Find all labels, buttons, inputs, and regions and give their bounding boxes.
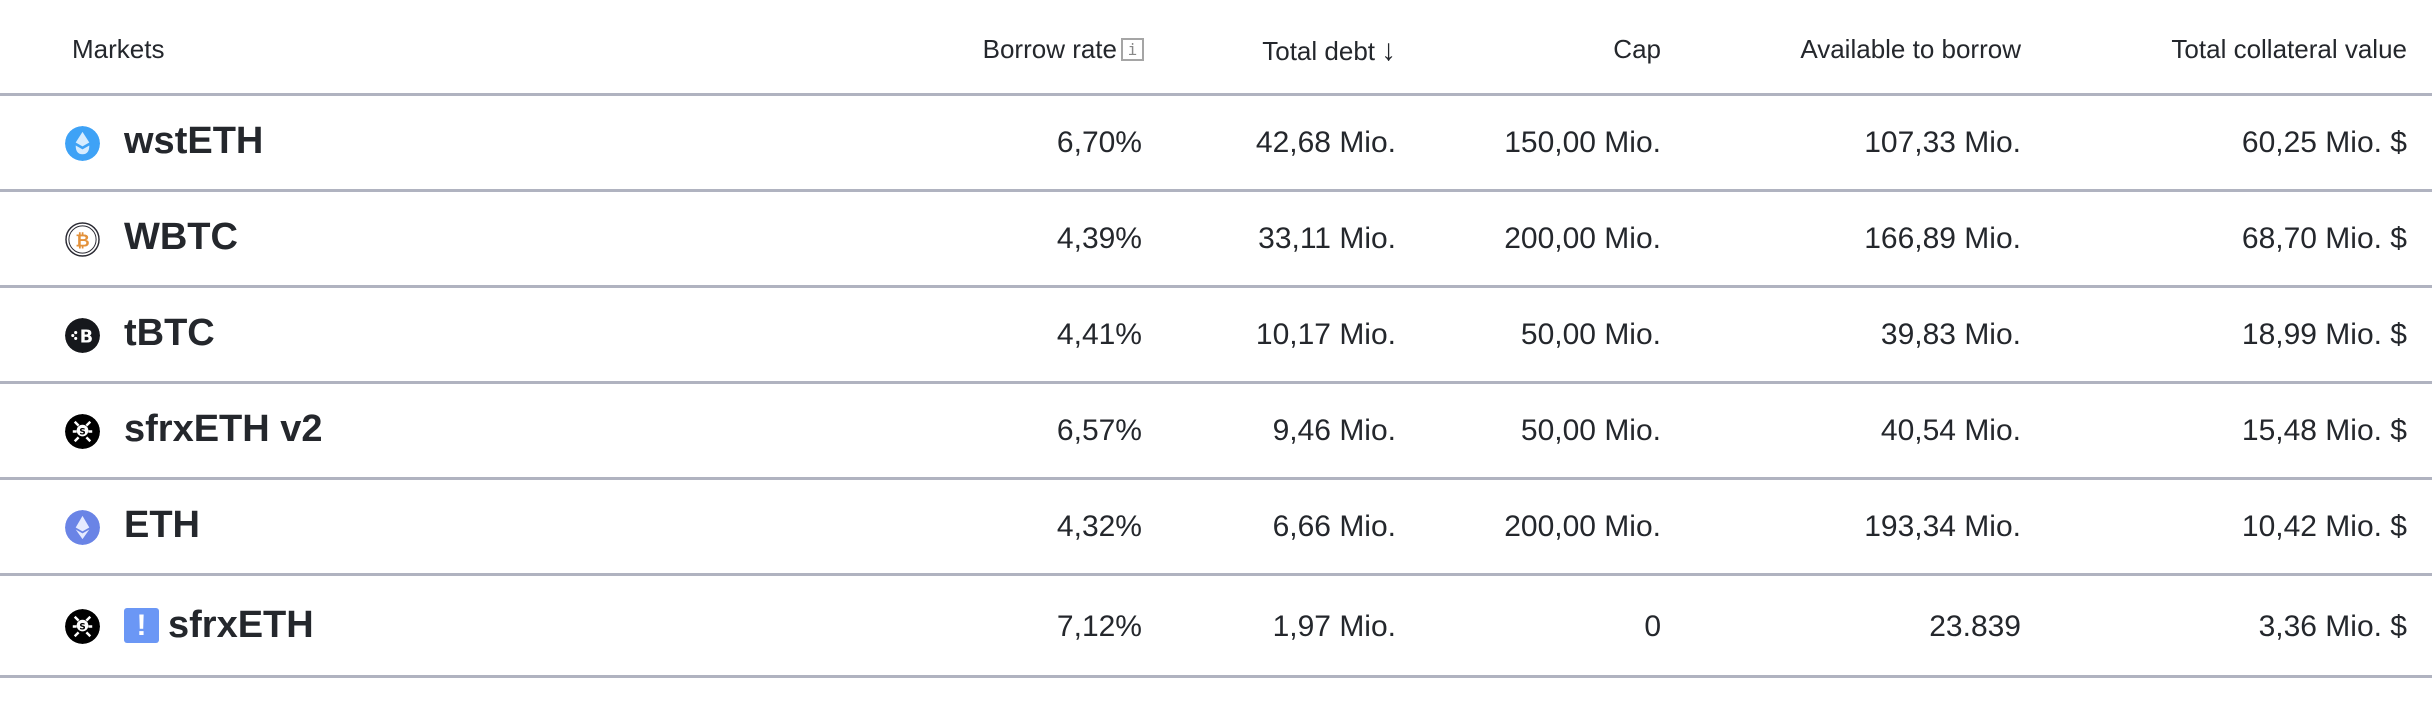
table-row[interactable]: B tBTC 4,41% 10,17 Mio. 50,00 Mio. 39,83… [0, 288, 2432, 384]
total-debt: 6,66 Mio. [1272, 510, 1396, 543]
borrow-rate: 6,70% [1056, 126, 1142, 159]
header-collateral[interactable]: Total collateral value [2171, 34, 2407, 65]
header-total-debt-label: Total debt [1262, 35, 1375, 66]
total-collateral-value: 10,42 Mio. $ [2241, 510, 2407, 543]
sfrxeth-icon: S [65, 414, 100, 449]
available-to-borrow: 23.839 [1929, 610, 2021, 643]
total-collateral-value: 18,99 Mio. $ [2241, 318, 2407, 351]
borrow-rate: 4,41% [1056, 318, 1142, 351]
header-borrow-rate-label: Borrow rate [982, 34, 1117, 64]
table-row[interactable]: S sfrxETH v2 6,57% 9,46 Mio. 50,00 Mio. … [0, 384, 2432, 480]
header-available[interactable]: Available to borrow [1800, 34, 2021, 65]
header-markets[interactable]: Markets [72, 34, 164, 65]
warning-icon[interactable]: ! [124, 608, 159, 643]
svg-text:₿: ₿ [75, 231, 89, 251]
available-to-borrow: 40,54 Mio. [1880, 414, 2021, 447]
market-name: wstETH [124, 120, 264, 162]
available-to-borrow: 107,33 Mio. [1864, 126, 2021, 159]
market-name: ETH [124, 504, 200, 546]
header-borrow-rate[interactable]: Borrow rate i [983, 34, 1144, 65]
svg-text:S: S [79, 622, 85, 632]
table-row[interactable]: wstETH 6,70% 42,68 Mio. 150,00 Mio. 107,… [0, 96, 2432, 192]
market-name: sfrxETH v2 [124, 408, 323, 450]
borrow-rate: 4,39% [1056, 222, 1142, 255]
sort-down-arrow-icon: ↓ [1381, 34, 1396, 67]
available-to-borrow: 193,34 Mio. [1864, 510, 2021, 543]
sfrxeth-icon: S [65, 609, 100, 644]
svg-text:S: S [79, 427, 85, 437]
total-collateral-value: 68,70 Mio. $ [2241, 222, 2407, 255]
cap: 150,00 Mio. [1504, 126, 1661, 159]
table-row[interactable]: S ! sfrxETH 7,12% 1,97 Mio. 0 23.839 3,36… [0, 576, 2432, 678]
total-debt: 33,11 Mio. [1258, 222, 1396, 255]
available-to-borrow: 166,89 Mio. [1864, 222, 2021, 255]
available-to-borrow: 39,83 Mio. [1880, 318, 2021, 351]
borrow-rate: 4,32% [1056, 510, 1142, 543]
cap: 200,00 Mio. [1504, 222, 1661, 255]
svg-text:B: B [80, 327, 93, 347]
market-name: WBTC [124, 216, 238, 258]
tbtc-icon: B [65, 318, 100, 353]
market-name: tBTC [124, 312, 215, 354]
total-debt: 1,97 Mio. [1272, 610, 1396, 643]
borrow-rate: 7,12% [1056, 610, 1142, 643]
total-collateral-value: 60,25 Mio. $ [2241, 126, 2407, 159]
cap: 50,00 Mio. [1520, 318, 1661, 351]
wbtc-icon: ₿ [65, 222, 100, 257]
cap: 0 [1644, 610, 1661, 643]
borrow-rate: 6,57% [1056, 414, 1142, 447]
total-debt: 42,68 Mio. [1255, 126, 1396, 159]
market-name: sfrxETH [168, 604, 314, 646]
table-row[interactable]: ₿ WBTC 4,39% 33,11 Mio. 200,00 Mio. 166,… [0, 192, 2432, 288]
eth-icon [65, 510, 100, 545]
header-collateral-label: Total collateral value [2171, 34, 2407, 64]
total-debt: 9,46 Mio. [1272, 414, 1396, 447]
header-total-debt[interactable]: Total debt ↓ [1262, 34, 1396, 68]
market-name-wrapper: ! sfrxETH [124, 604, 314, 647]
total-collateral-value: 3,36 Mio. $ [2258, 610, 2407, 643]
cap: 50,00 Mio. [1520, 414, 1661, 447]
header-cap[interactable]: Cap [1613, 34, 1661, 65]
table-header: Markets Borrow rate i Total debt ↓ Cap Ava… [0, 0, 2432, 96]
total-collateral-value: 15,48 Mio. $ [2241, 414, 2407, 447]
header-markets-label: Markets [72, 34, 165, 64]
info-icon[interactable]: i [1121, 38, 1144, 61]
cap: 200,00 Mio. [1504, 510, 1661, 543]
markets-table: Markets Borrow rate i Total debt ↓ Cap Ava… [0, 0, 2432, 678]
table-row[interactable]: ETH 4,32% 6,66 Mio. 200,00 Mio. 193,34 M… [0, 480, 2432, 576]
header-available-label: Available to borrow [1800, 34, 2021, 64]
total-debt: 10,17 Mio. [1255, 318, 1396, 351]
header-cap-label: Cap [1613, 34, 1661, 64]
wsteth-icon [65, 126, 100, 161]
